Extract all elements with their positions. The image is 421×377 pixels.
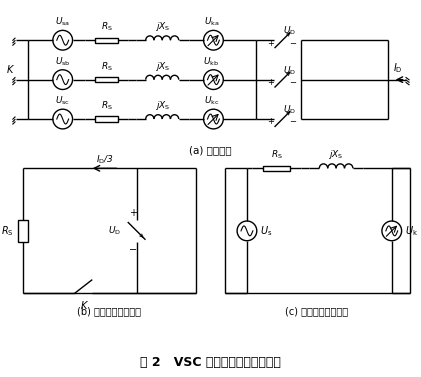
Text: $jX_{\rm S}$: $jX_{\rm S}$ <box>155 99 170 112</box>
Text: $U_{\rm s}$: $U_{\rm s}$ <box>260 224 272 238</box>
Text: −: − <box>128 245 137 254</box>
Text: +: + <box>267 39 274 48</box>
Text: $I_{\rm D}$: $I_{\rm D}$ <box>393 61 402 75</box>
Text: $U_{\rm D}$: $U_{\rm D}$ <box>108 225 121 237</box>
Text: $U_{\rm D}$: $U_{\rm D}$ <box>283 25 296 37</box>
Text: K: K <box>81 301 88 311</box>
Text: 图 2   VSC 换流器交流侧等效电路: 图 2 VSC 换流器交流侧等效电路 <box>140 356 281 369</box>
Text: $jX_{\rm S}$: $jX_{\rm S}$ <box>328 149 344 161</box>
Text: $R_{\rm S}$: $R_{\rm S}$ <box>271 149 282 161</box>
Text: $U_{\rm kb}$: $U_{\rm kb}$ <box>203 55 219 68</box>
Text: $U_{\rm D}$: $U_{\rm D}$ <box>283 104 296 116</box>
Text: (a) 等效电路: (a) 等效电路 <box>189 146 232 156</box>
Text: $R_{\rm S}$: $R_{\rm S}$ <box>101 60 112 73</box>
Text: +: + <box>267 118 274 127</box>
Text: −: − <box>289 78 296 87</box>
Text: $U_{\rm k}$: $U_{\rm k}$ <box>405 224 418 238</box>
Bar <box>19 220 28 242</box>
Text: $I_{\rm D}$/3: $I_{\rm D}$/3 <box>96 154 114 166</box>
Text: $jX_{\rm S}$: $jX_{\rm S}$ <box>155 20 170 33</box>
Text: $jX_{\rm S}$: $jX_{\rm S}$ <box>155 60 170 73</box>
Text: +: + <box>267 78 274 87</box>
Text: −: − <box>289 118 296 127</box>
Text: $U_{\rm D}$: $U_{\rm D}$ <box>283 64 296 77</box>
Text: $U_{\rm sb}$: $U_{\rm sb}$ <box>55 55 70 68</box>
Text: (b) 直流回路等效电路: (b) 直流回路等效电路 <box>77 306 141 316</box>
Text: $U_{\rm sa}$: $U_{\rm sa}$ <box>55 16 70 28</box>
Text: (c) 交流回路等效电路: (c) 交流回路等效电路 <box>285 306 349 316</box>
Text: $R_{\rm S}$: $R_{\rm S}$ <box>1 224 14 238</box>
Text: $R_{\rm S}$: $R_{\rm S}$ <box>101 21 112 33</box>
Text: $U_{\rm ka}$: $U_{\rm ka}$ <box>204 16 219 28</box>
Text: +: + <box>129 208 137 218</box>
Text: K: K <box>6 65 13 75</box>
Text: $R_{\rm S}$: $R_{\rm S}$ <box>101 100 112 112</box>
Text: −: − <box>289 39 296 48</box>
Text: $U_{\rm kc}$: $U_{\rm kc}$ <box>204 95 219 107</box>
Text: $U_{\rm sc}$: $U_{\rm sc}$ <box>55 95 70 107</box>
